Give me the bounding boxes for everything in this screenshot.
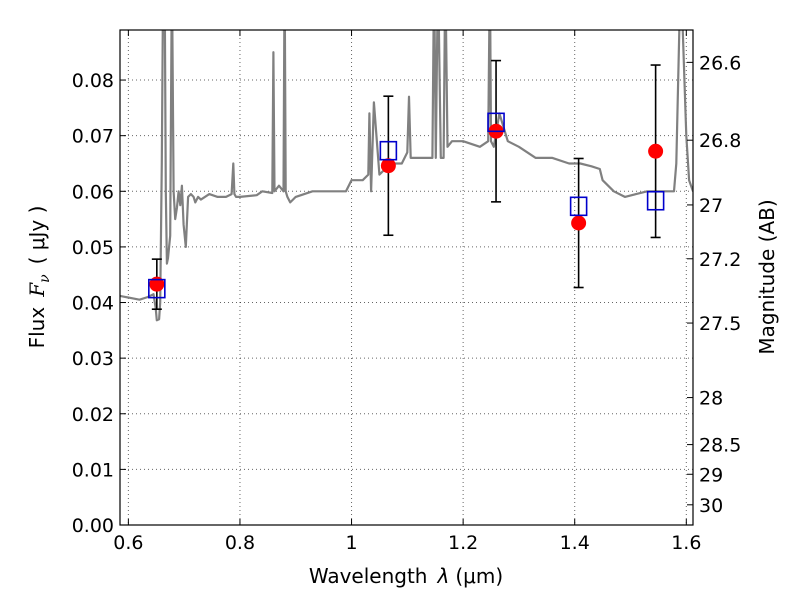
y-tick-label: 0.06 bbox=[72, 181, 114, 203]
mag-tick-label: 27.2 bbox=[699, 249, 741, 271]
y-tick-label: 0.05 bbox=[72, 237, 114, 259]
y-tick-label: 0.03 bbox=[72, 348, 114, 370]
y-tick-label: 0.02 bbox=[72, 404, 114, 426]
tick-labels: 0.6 0.8 1 1.2 1.4 1.6 0.00 0.01 0.02 0.03 0.04 0.05… bbox=[72, 52, 742, 554]
model-spectrum-layer bbox=[120, 30, 693, 322]
y-tick-label: 0.04 bbox=[72, 293, 114, 315]
mag-tick-label: 26.8 bbox=[699, 130, 741, 152]
mag-tick-label: 28 bbox=[699, 388, 723, 410]
x-axis-title-unit: (μm) bbox=[455, 564, 503, 588]
model-point bbox=[487, 112, 505, 133]
model-point bbox=[148, 278, 166, 299]
y-axis-title-subscript: ν bbox=[37, 274, 53, 283]
observed-point bbox=[149, 276, 165, 292]
marker-layer bbox=[148, 59, 665, 311]
y2-axis-title: Magnitude (AB) bbox=[755, 199, 779, 354]
observed-point bbox=[380, 158, 396, 174]
model-point bbox=[646, 190, 665, 211]
x-tick-label: 0.6 bbox=[113, 532, 143, 554]
y-tick-label: 0.01 bbox=[72, 459, 114, 481]
x-tick-label: 1 bbox=[345, 532, 357, 554]
x-axis-title-prefix: Wavelength bbox=[309, 564, 428, 588]
mag-tick-label: 26.6 bbox=[699, 52, 741, 74]
x-axis-title: Wavelength λ (μm) bbox=[309, 564, 503, 588]
model-spectrum-line bbox=[120, 30, 693, 322]
mag-tick-label: 27.5 bbox=[699, 313, 741, 335]
y-axis-title-symbol: F bbox=[25, 282, 49, 298]
mag-tick-label: 30 bbox=[699, 495, 723, 517]
y-axis-title-unit: ( μJy ) bbox=[25, 206, 49, 265]
x-tick-label: 1.6 bbox=[671, 532, 701, 554]
x-axis-title-symbol: λ bbox=[437, 564, 450, 588]
tick-marks bbox=[120, 30, 693, 526]
x-tick-label: 1.2 bbox=[448, 532, 478, 554]
x-tick-label: 1.4 bbox=[560, 532, 590, 554]
model-point bbox=[379, 140, 398, 161]
y-axis-title: Flux Fν ( μJy ) bbox=[25, 206, 53, 349]
x-tick-label: 0.8 bbox=[225, 532, 255, 554]
observed-point bbox=[648, 143, 664, 159]
y-tick-label: 0.00 bbox=[72, 515, 114, 537]
mag-tick-label: 29 bbox=[699, 464, 723, 486]
grid-lines bbox=[120, 30, 693, 526]
y-axis-title-prefix: Flux bbox=[25, 307, 49, 349]
model-point bbox=[569, 196, 588, 217]
mag-tick-label: 28.5 bbox=[699, 435, 741, 457]
y-tick-label: 0.07 bbox=[72, 126, 114, 148]
y-tick-label: 0.08 bbox=[72, 70, 114, 92]
observed-point bbox=[571, 215, 587, 231]
mag-tick-label: 27 bbox=[699, 195, 723, 217]
plot-frame bbox=[119, 29, 694, 526]
